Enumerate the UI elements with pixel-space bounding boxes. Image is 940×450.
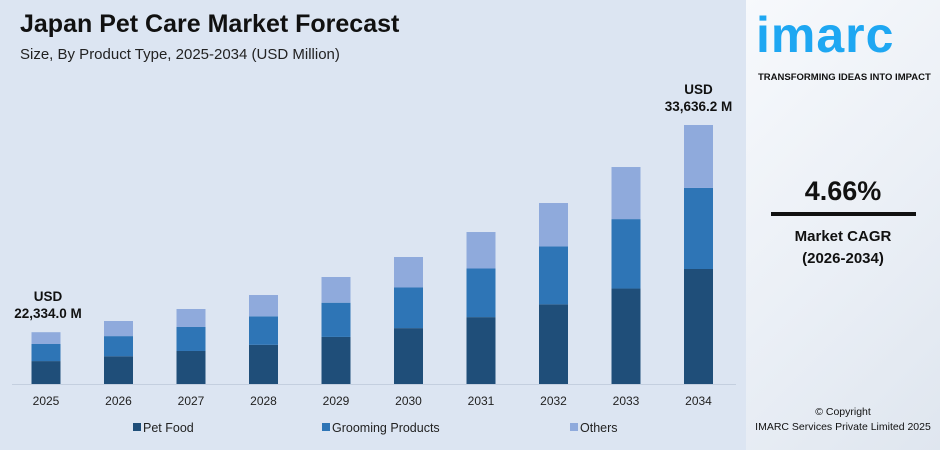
bar-2032-grooming-products xyxy=(539,246,568,305)
x-tick-label: 2031 xyxy=(468,394,495,408)
x-tick-label: 2025 xyxy=(33,394,60,408)
brand-panel: imarc TRANSFORMING IDEAS INTO IMPACT 4.6… xyxy=(746,0,940,450)
bar-2025-grooming-products xyxy=(31,343,61,362)
bar-2026-others xyxy=(104,321,133,337)
x-tick-label: 2027 xyxy=(178,394,205,408)
legend-swatch xyxy=(322,423,330,431)
bar-2025-others xyxy=(31,332,61,344)
bar-2029-others xyxy=(321,277,351,303)
stacked-bar-chart: 2025 USD 22,334.0 M 2026 2027 2028 2029 2030 203… xyxy=(12,82,736,435)
bar-2034-pet-food xyxy=(684,268,713,384)
bar-2031-pet-food xyxy=(466,317,496,384)
x-tick-label: 2033 xyxy=(613,394,640,408)
cagr-value: 4.66% xyxy=(804,176,882,206)
bar-2027-grooming-products xyxy=(176,326,206,351)
bar-2030-pet-food xyxy=(394,328,423,384)
data-label: 22,334.0 M xyxy=(14,306,82,321)
imarc-logo: imarc xyxy=(756,7,895,63)
bar-2034-grooming-products xyxy=(684,187,713,269)
bar-2028-others xyxy=(249,295,278,317)
cagr-label: Market CAGR (2026-2034) xyxy=(746,226,940,270)
bar-2026-grooming-products xyxy=(104,336,133,357)
bar-2029-pet-food xyxy=(321,336,351,384)
copyright: © Copyright IMARC Services Private Limite… xyxy=(746,405,940,435)
copyright-line2: IMARC Services Private Limited 2025 xyxy=(755,421,931,433)
bar-2032-others xyxy=(539,203,568,247)
bar-2031-others xyxy=(466,232,496,269)
legend-label: Grooming Products xyxy=(332,421,440,435)
legend-swatch xyxy=(133,423,141,431)
x-tick-label: 2034 xyxy=(685,394,712,408)
legend-label: Others xyxy=(580,421,618,435)
x-tick-label: 2026 xyxy=(105,394,132,408)
bar-2030-grooming-products xyxy=(394,287,423,329)
bar-2026-pet-food xyxy=(104,356,133,384)
divider xyxy=(771,212,916,216)
bar-2025-pet-food xyxy=(31,361,61,384)
x-tick-label: 2032 xyxy=(540,394,567,408)
legend-swatch xyxy=(570,423,578,431)
x-tick-label: 2028 xyxy=(250,394,277,408)
x-tick-label: 2029 xyxy=(323,394,350,408)
bar-2032-pet-food xyxy=(539,304,568,384)
cagr-period: (2026-2034) xyxy=(802,250,884,267)
bar-2031-grooming-products xyxy=(466,268,496,318)
bar-2029-grooming-products xyxy=(321,302,351,337)
bar-2033-pet-food xyxy=(611,288,641,384)
bar-2028-grooming-products xyxy=(249,316,278,345)
copyright-line1: © Copyright xyxy=(815,406,871,418)
bar-2027-others xyxy=(176,308,206,327)
bar-2034-others xyxy=(684,125,713,188)
chart-title: Japan Pet Care Market Forecast xyxy=(20,10,400,38)
chart-subtitle: Size, By Product Type, 2025-2034 (USD Mi… xyxy=(20,46,340,63)
bar-2033-others xyxy=(611,167,641,220)
x-tick-label: 2030 xyxy=(395,394,422,408)
data-label: 33,636.2 M xyxy=(665,99,733,114)
bar-2030-others xyxy=(394,257,423,288)
bar-2033-grooming-products xyxy=(611,219,641,289)
bar-2028-pet-food xyxy=(249,344,278,384)
legend-label: Pet Food xyxy=(143,421,194,435)
bar-2027-pet-food xyxy=(176,350,206,384)
data-label: USD xyxy=(34,289,63,304)
cagr-label-text: Market CAGR xyxy=(794,228,892,245)
data-label: USD xyxy=(684,82,713,97)
brand-tagline: TRANSFORMING IDEAS INTO IMPACT xyxy=(758,72,931,83)
